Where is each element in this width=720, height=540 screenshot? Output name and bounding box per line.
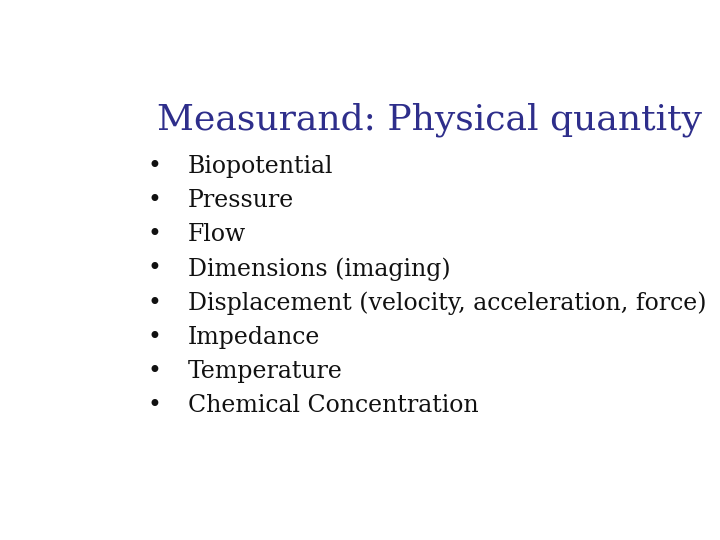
- Text: Dimensions (imaging): Dimensions (imaging): [188, 257, 450, 281]
- Text: •: •: [147, 360, 161, 383]
- Text: Measurand: Physical quantity: Measurand: Physical quantity: [157, 102, 702, 137]
- Text: •: •: [147, 292, 161, 315]
- Text: •: •: [147, 258, 161, 280]
- Text: Flow: Flow: [188, 224, 246, 246]
- Text: Impedance: Impedance: [188, 326, 320, 349]
- Text: Displacement (velocity, acceleration, force): Displacement (velocity, acceleration, fo…: [188, 291, 706, 315]
- Text: •: •: [147, 189, 161, 212]
- Text: Temperature: Temperature: [188, 360, 343, 383]
- Text: •: •: [147, 394, 161, 417]
- Text: Chemical Concentration: Chemical Concentration: [188, 394, 478, 417]
- Text: •: •: [147, 326, 161, 349]
- Text: •: •: [147, 155, 161, 178]
- Text: Pressure: Pressure: [188, 189, 294, 212]
- Text: •: •: [147, 224, 161, 246]
- Text: Biopotential: Biopotential: [188, 155, 333, 178]
